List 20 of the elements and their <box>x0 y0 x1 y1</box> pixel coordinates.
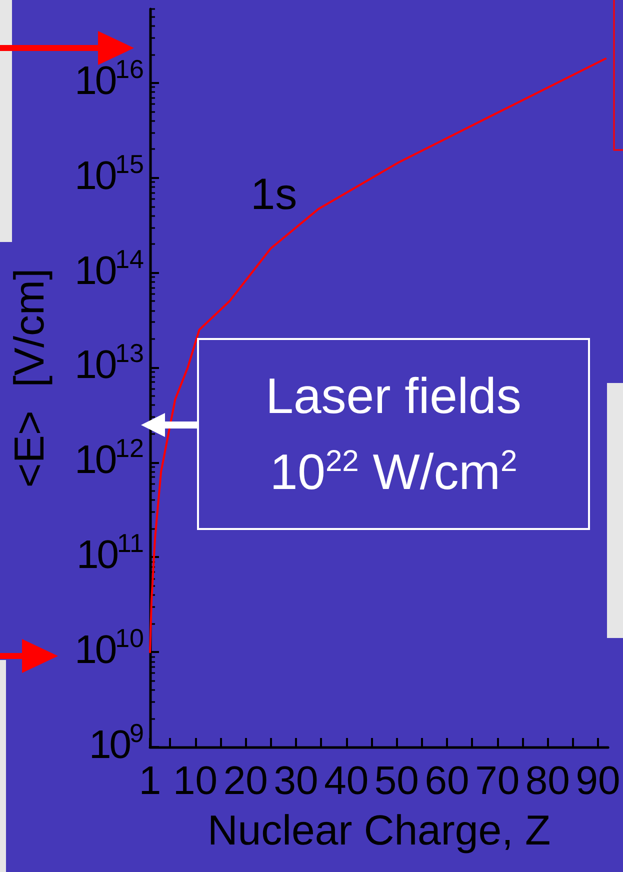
x-tick-label: 90 <box>576 759 620 803</box>
annotation: Laser fields 10$^{22}$ W/cm$^{2}$ <box>197 338 590 530</box>
x-tick-label: 40 <box>324 759 369 803</box>
y-tick-label: 10$^{13}$ <box>74 338 144 388</box>
y-axis-title: <E> [V/cm] <box>6 268 52 488</box>
y-tick-label: 10$^{14}$ <box>74 244 144 293</box>
x-tick-label: 20 <box>223 759 268 803</box>
series-label: 1s <box>250 170 298 219</box>
x-tick-label: 70 <box>475 759 520 803</box>
x-axis-title: Nuclear Charge, Z <box>207 806 551 854</box>
x-tick-label: 80 <box>525 759 570 803</box>
y-tick-label: 10$^{16}$ <box>74 54 144 103</box>
x-tick-label: 10 <box>173 759 218 803</box>
y-tick-label: 10$^{11}$ <box>76 528 144 578</box>
y-tick-label: 10$^{12}$ <box>74 433 144 482</box>
y-tick-label: 10$^{10}$ <box>74 623 144 672</box>
y-tick-label: 10$^{15}$ <box>74 148 144 198</box>
x-tick-label: 50 <box>374 759 419 803</box>
x-tick-label: 30 <box>274 759 318 803</box>
x-tick-label: 60 <box>424 759 470 803</box>
